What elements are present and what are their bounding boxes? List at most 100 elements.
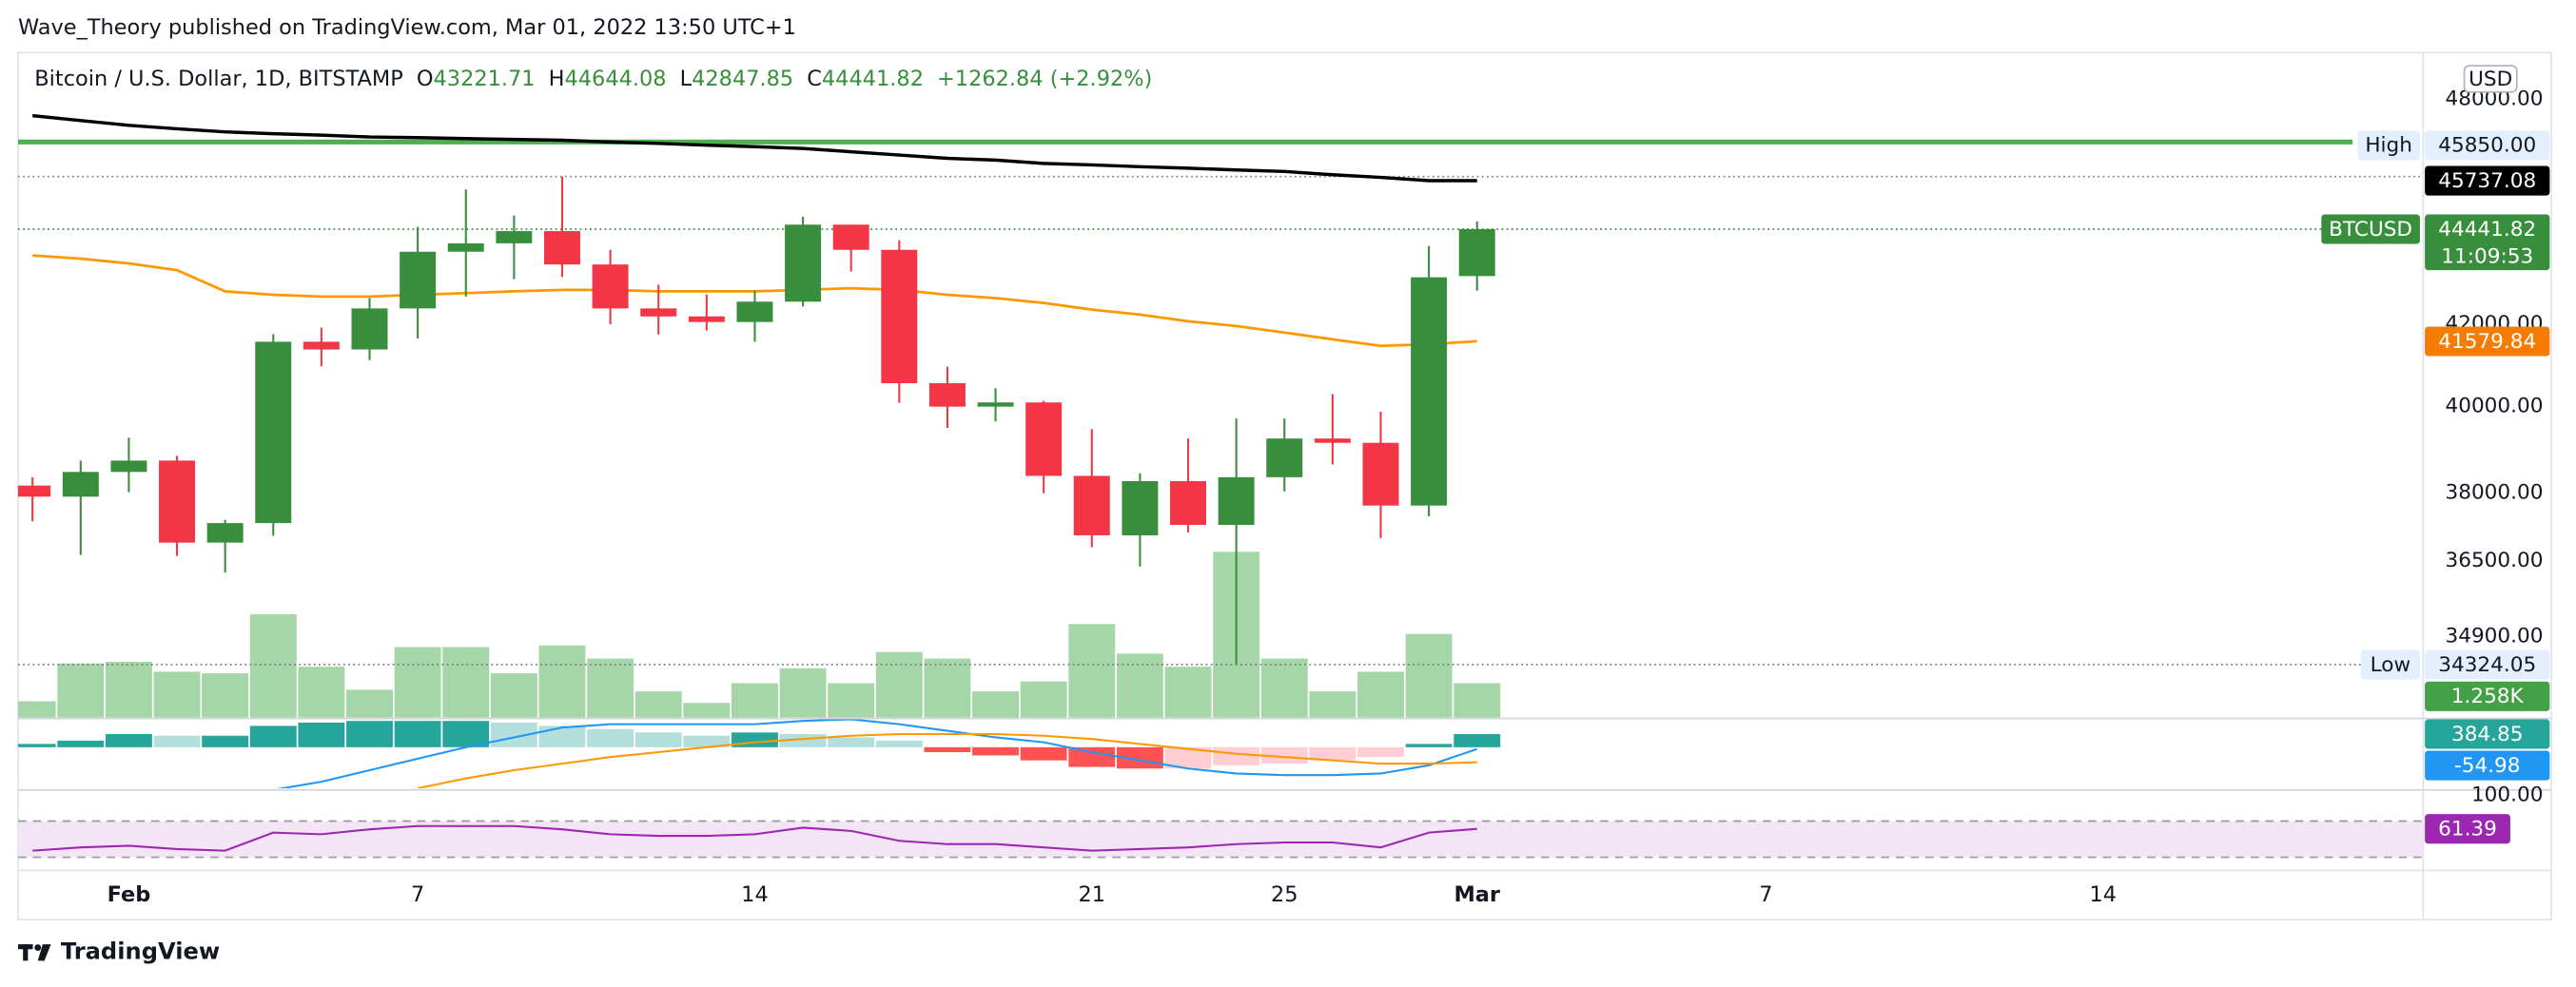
high-value-box — [2425, 130, 2550, 161]
macd-histogram-bar — [153, 735, 201, 747]
macd-histogram-bar — [57, 740, 105, 747]
price-tag-box — [2425, 214, 2550, 271]
volume-bar — [924, 658, 971, 718]
low-value: 34324.05 — [2438, 653, 2536, 677]
x-tick-label: 7 — [411, 882, 424, 907]
x-tick-label: Feb — [107, 882, 151, 907]
x-tick-label: 21 — [1079, 882, 1106, 907]
macd-histogram-bar — [105, 734, 152, 747]
macd-histogram-bar — [17, 744, 56, 747]
change: +1262.84 (+2.92%) — [937, 66, 1152, 90]
candle-body — [1218, 476, 1255, 526]
publisher: Wave_Theory published on TradingView.com… — [18, 15, 796, 40]
volume-bar — [828, 683, 875, 718]
ma-tag-box — [2425, 165, 2550, 196]
candle-body — [17, 485, 51, 497]
macd-histogram-bar — [442, 721, 490, 747]
candle-body — [928, 383, 966, 407]
y-tick-label: 40000.00 — [2445, 395, 2543, 418]
candle-body — [736, 301, 773, 322]
rsi-pane — [17, 820, 2424, 859]
macd-histogram-bar — [202, 735, 249, 747]
volume-bar — [634, 691, 682, 718]
signal-line — [417, 732, 1477, 789]
x-tick-label: 14 — [741, 882, 769, 907]
volume-bar — [394, 647, 441, 718]
volume-bar — [105, 662, 152, 718]
moving-average — [32, 113, 1477, 183]
y-tick-label: 34900.00 — [2445, 624, 2543, 648]
plot: 48000.0042000.0040000.0038000.0036500.00… — [17, 87, 2550, 907]
candle-body — [544, 231, 580, 265]
rsi-tick-label: 100.00 — [2471, 784, 2544, 807]
volume-bar — [1116, 653, 1163, 718]
low-value: 42847.85 — [692, 66, 793, 90]
rsi-line — [32, 824, 1477, 852]
volume-bar — [538, 645, 586, 718]
symbol-tag-box — [2321, 214, 2420, 244]
macd-histogram-bar — [1454, 733, 1501, 747]
candle-body — [447, 242, 484, 252]
macd-pane — [17, 719, 1501, 789]
candle-body — [496, 231, 533, 243]
x-tick-label: 7 — [1759, 882, 1772, 907]
histogram-tag-box — [2425, 719, 2550, 749]
currency-box[interactable] — [2463, 65, 2518, 93]
low-label: Low — [2371, 653, 2411, 677]
symbol-title: Bitcoin / U.S. Dollar, 1D, BITSTAMP — [34, 66, 403, 90]
currency[interactable]: USD — [2469, 68, 2512, 91]
macd-histogram-bar — [1068, 746, 1116, 767]
close-label: C — [807, 66, 822, 90]
volume-bar — [57, 663, 105, 718]
high-label: High — [2365, 134, 2412, 158]
ma-tag: 41579.84 — [2438, 330, 2536, 354]
volume-bar — [153, 671, 201, 718]
close-value: 44441.82 — [822, 66, 924, 90]
candle-body — [881, 249, 918, 384]
volume-tag: 1.258K — [2451, 685, 2525, 708]
volume-bar — [298, 667, 345, 718]
volume-bar — [732, 683, 778, 718]
macd-histogram-bar — [1164, 746, 1212, 769]
y-tick-label: 38000.00 — [2445, 481, 2543, 505]
rsi-tag: 61.39 — [2438, 818, 2497, 842]
macd-histogram-bar — [249, 726, 297, 747]
countdown: 11:09:53 — [2441, 244, 2533, 268]
volume-bar — [202, 673, 249, 718]
candle-body — [159, 460, 196, 543]
macd-histogram-bar — [828, 737, 875, 747]
macd-histogram-bar — [1309, 746, 1356, 761]
macd-histogram-bar — [1260, 746, 1308, 764]
candle-body — [302, 341, 340, 350]
volume-bar — [587, 658, 634, 718]
candle-body — [640, 308, 677, 317]
x-tick-label: Mar — [1454, 882, 1500, 907]
volume-bar — [875, 651, 923, 718]
macd-histogram-bar — [394, 721, 441, 747]
macd-histogram-bar — [1020, 746, 1067, 761]
y-tick-label: 36500.00 — [2445, 549, 2543, 572]
macd-histogram-bar — [732, 732, 778, 747]
macd-histogram-bar — [875, 740, 923, 747]
macd-histogram-bar — [538, 726, 586, 747]
candle-body — [400, 251, 437, 309]
ma-tag: 45737.08 — [2438, 169, 2536, 193]
candle-body — [1458, 228, 1495, 277]
logo — [17, 944, 51, 961]
candle-body — [1073, 475, 1110, 535]
candle-body — [62, 472, 99, 497]
volume-bar — [1164, 667, 1212, 718]
low-label-box — [2360, 649, 2420, 680]
high-value: 45850.00 — [2438, 134, 2536, 158]
candle-body — [1314, 438, 1351, 443]
macd-histogram-bar — [1357, 746, 1404, 758]
candle-body — [351, 308, 388, 350]
macd-tag-box — [2425, 750, 2550, 781]
volume-bar — [1454, 683, 1501, 718]
volume-bar — [1357, 671, 1404, 718]
x-tick-label: 25 — [1271, 882, 1298, 907]
symbol-tag: BTCUSD — [2329, 218, 2412, 242]
volume-bar — [442, 647, 490, 718]
candle-body — [255, 341, 292, 524]
